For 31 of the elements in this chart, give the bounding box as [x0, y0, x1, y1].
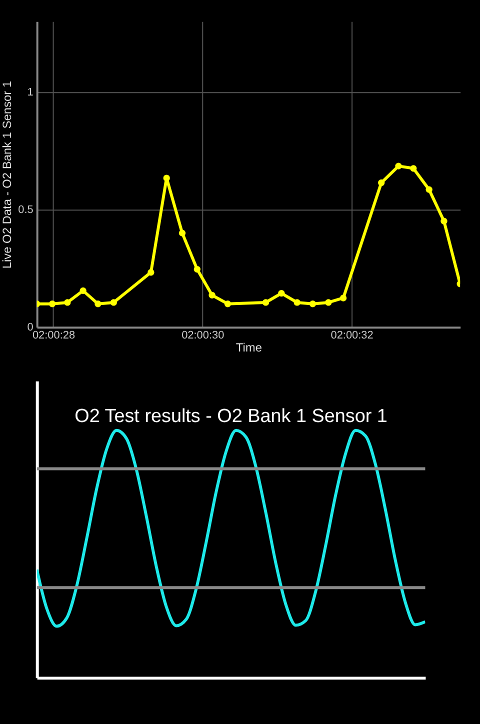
- point: [110, 299, 117, 306]
- point: [440, 218, 448, 224]
- point: [262, 299, 270, 306]
- point: [208, 292, 216, 298]
- point: [325, 299, 332, 306]
- y-tick-label: 0.5: [18, 204, 34, 216]
- point: [378, 179, 385, 186]
- point: [178, 230, 186, 236]
- point: [278, 290, 285, 297]
- x-tick-label: 02:00:28: [32, 330, 76, 342]
- point: [194, 266, 201, 273]
- point: [80, 287, 86, 294]
- point: [426, 186, 432, 193]
- chart-title: O2 Test results - O2 Bank 1 Sensor 1: [74, 406, 388, 427]
- point: [410, 165, 417, 172]
- point: [64, 299, 71, 306]
- point: [294, 299, 300, 306]
- point: [309, 300, 316, 308]
- y-axis-title: Live O2 Data - O2 Bank 1 Sensor 1: [0, 80, 14, 269]
- y-tick-label: 1: [27, 86, 34, 98]
- x-axis-title: Time: [236, 340, 262, 355]
- x-tick-label: 02:00:30: [182, 330, 224, 342]
- y-tick-label: 0: [27, 322, 34, 334]
- point: [340, 294, 347, 302]
- point: [163, 174, 170, 182]
- point: [224, 300, 232, 308]
- x-tick-label: 02:00:32: [330, 330, 374, 342]
- point: [94, 300, 102, 308]
- point: [395, 162, 402, 170]
- point: [148, 269, 154, 276]
- point: [48, 300, 56, 308]
